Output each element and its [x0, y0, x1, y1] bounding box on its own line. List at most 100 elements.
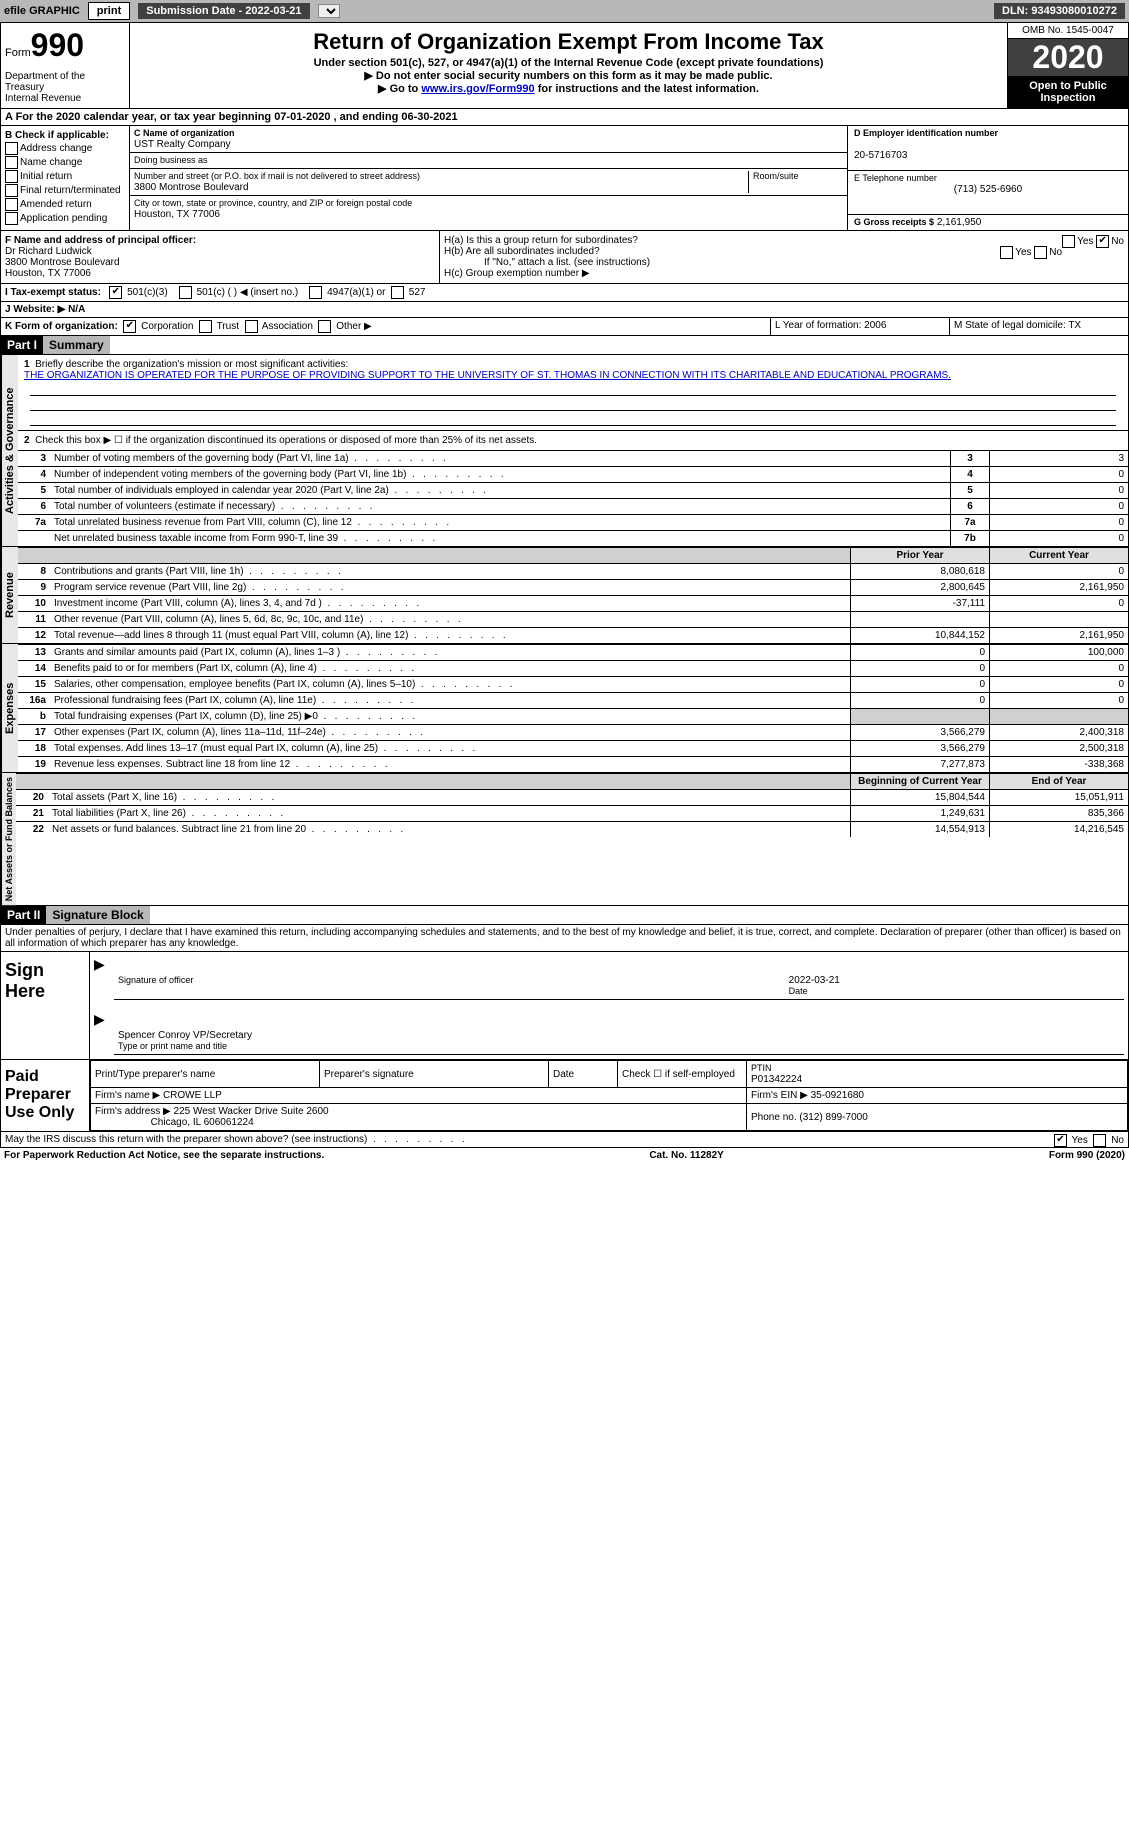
hb-label: H(b) Are all subordinates included?	[444, 246, 600, 257]
col-h-group: H(a) Is this a group return for subordin…	[440, 231, 1128, 283]
subtitle-3: ▶ Go to www.irs.gov/Form990 for instruct…	[134, 82, 1003, 95]
check-other[interactable]	[318, 320, 331, 333]
line-klm: K Form of organization: Corporation Trus…	[0, 318, 1129, 336]
tax-status-label: I Tax-exempt status:	[5, 287, 101, 298]
check-label: Name change	[20, 157, 82, 168]
footer: For Paperwork Reduction Act Notice, see …	[0, 1148, 1129, 1163]
mission-block: 1 Briefly describe the organization's mi…	[18, 355, 1128, 431]
expenses-table: 13Grants and similar amounts paid (Part …	[18, 644, 1128, 772]
check-initial-return[interactable]: Initial return	[5, 170, 125, 183]
section-bcd: B Check if applicable: Address change Na…	[0, 126, 1129, 231]
check-trust[interactable]	[199, 320, 212, 333]
row-a-tax-year: A For the 2020 calendar year, or tax yea…	[0, 109, 1129, 126]
addr-label: Number and street (or P.O. box if mail i…	[134, 171, 420, 181]
revenue-table: Prior YearCurrent Year8Contributions and…	[18, 547, 1128, 643]
sign-here-section: Sign Here ▶ Signature of officer 2022-03…	[0, 952, 1129, 1060]
check-527[interactable]	[391, 286, 404, 299]
top-bar: efile GRAPHIC print Submission Date - 20…	[0, 0, 1129, 22]
tax-year: 2020	[1008, 39, 1128, 76]
gross-value: 2,161,950	[937, 217, 982, 228]
table-row: 19Revenue less expenses. Subtract line 1…	[18, 757, 1128, 773]
check-corp[interactable]	[123, 320, 136, 333]
dropdown[interactable]	[318, 4, 340, 18]
col-d-ein: D Employer identification number 20-5716…	[847, 126, 1128, 230]
col-b-checkboxes: B Check if applicable: Address change Na…	[1, 126, 130, 230]
opt-corp: Corporation	[141, 321, 193, 332]
phone-label: E Telephone number	[854, 173, 937, 183]
check-final-return[interactable]: Final return/terminated	[5, 184, 125, 197]
prep-selfemployed: Check ☐ if self-employed	[618, 1061, 747, 1088]
check-501c[interactable]	[179, 286, 192, 299]
summary-revenue: Revenue Prior YearCurrent Year8Contribut…	[0, 547, 1129, 644]
ptin-label: PTIN	[751, 1063, 772, 1073]
no-label: No	[1049, 247, 1062, 258]
check-amended[interactable]: Amended return	[5, 198, 125, 211]
opt-4947: 4947(a)(1) or	[327, 287, 385, 298]
efile-label: efile GRAPHIC	[4, 5, 80, 17]
check-501c3[interactable]	[109, 286, 122, 299]
part-1-label: Part I	[1, 336, 43, 354]
footer-right: Form 990 (2020)	[1049, 1150, 1125, 1161]
part-1-header: Part ISummary	[0, 336, 1129, 355]
name-label: C Name of organization	[134, 128, 235, 138]
check-address-change[interactable]: Address change	[5, 142, 125, 155]
col-f-officer: F Name and address of principal officer:…	[1, 231, 440, 283]
table-row: 8Contributions and grants (Part VIII, li…	[18, 564, 1128, 580]
vlabel-netassets: Net Assets or Fund Balances	[1, 773, 16, 905]
form-header: Form990 Department of the Treasury Inter…	[0, 22, 1129, 109]
q1-label: Briefly describe the organization's miss…	[35, 359, 348, 370]
no-label: No	[1111, 236, 1124, 247]
table-row: 5Total number of individuals employed in…	[18, 483, 1128, 499]
table-row: 10Investment income (Part VIII, column (…	[18, 596, 1128, 612]
summary-governance: Activities & Governance 1 Briefly descri…	[0, 355, 1129, 547]
footer-left: For Paperwork Reduction Act Notice, see …	[4, 1150, 324, 1161]
table-header-row: Prior YearCurrent Year	[18, 548, 1128, 564]
check-application-pending[interactable]: Application pending	[5, 212, 125, 225]
check-label: Final return/terminated	[20, 185, 121, 196]
officer-city: Houston, TX 77006	[5, 268, 91, 279]
k-label: K Form of organization:	[5, 321, 118, 332]
firm-phone: (312) 899-7000	[799, 1112, 867, 1123]
l-year-formation: L Year of formation: 2006	[770, 318, 949, 335]
check-4947[interactable]	[309, 286, 322, 299]
table-row: Net unrelated business taxable income fr…	[18, 531, 1128, 547]
phone-value: (713) 525-6960	[854, 184, 1122, 195]
firm-phone-label: Phone no.	[751, 1112, 797, 1123]
ha-label: H(a) Is this a group return for subordin…	[444, 235, 638, 246]
open-inspection: Open to Public Inspection	[1008, 76, 1128, 108]
subtitle-2: ▶ Do not enter social security numbers o…	[134, 69, 1003, 82]
vlabel-revenue: Revenue	[1, 547, 18, 643]
sign-here-label: Sign Here	[1, 952, 90, 1059]
table-row: 3Number of voting members of the governi…	[18, 451, 1128, 467]
table-row: 12Total revenue—add lines 8 through 11 (…	[18, 628, 1128, 644]
firm-addr2: Chicago, IL 606061224	[151, 1117, 254, 1128]
dept-treasury: Department of the Treasury	[5, 71, 85, 93]
sig-officer-label: Signature of officer	[114, 973, 785, 999]
discuss-yes-check[interactable]	[1054, 1134, 1067, 1147]
opt-trust: Trust	[217, 321, 239, 332]
discuss-no-check[interactable]	[1093, 1134, 1106, 1147]
gross-label: G Gross receipts $	[854, 217, 934, 227]
part-2-label: Part II	[1, 906, 46, 924]
section-fh: F Name and address of principal officer:…	[0, 231, 1129, 284]
sub3-pre: ▶ Go to	[378, 83, 421, 95]
officer-name-title: Spencer Conroy VP/Secretary	[118, 1030, 252, 1041]
yes-label: Yes	[1015, 247, 1031, 258]
subtitle-1: Under section 501(c), 527, or 4947(a)(1)…	[134, 57, 1003, 69]
netassets-table: Beginning of Current YearEnd of Year20To…	[16, 773, 1128, 837]
check-label: Address change	[20, 143, 92, 154]
instructions-link[interactable]: www.irs.gov/Form990	[421, 83, 534, 95]
city-label: City or town, state or province, country…	[134, 198, 412, 208]
form-label: Form	[5, 47, 31, 59]
table-row: bTotal fundraising expenses (Part IX, co…	[18, 709, 1128, 725]
dba-label: Doing business as	[134, 155, 208, 165]
check-assoc[interactable]	[245, 320, 258, 333]
no-label: No	[1111, 1135, 1124, 1146]
col-b-label: B Check if applicable:	[5, 130, 125, 141]
opt-501c: 501(c) ( ) ◀ (insert no.)	[197, 287, 299, 298]
sig-date: 2022-03-21	[789, 975, 840, 986]
mission-text: THE ORGANIZATION IS OPERATED FOR THE PUR…	[24, 370, 951, 381]
form-number-value: 990	[31, 27, 84, 63]
check-name-change[interactable]: Name change	[5, 156, 125, 169]
print-button[interactable]: print	[88, 2, 130, 20]
